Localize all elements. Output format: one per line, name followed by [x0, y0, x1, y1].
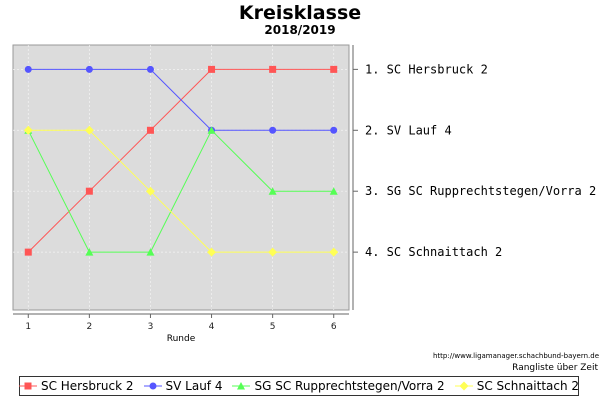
data-point [85, 248, 94, 256]
chart-legend: SC Hersbruck 2 SV Lauf 4 SG SC Rupprechtst… [18, 376, 580, 396]
data-point [146, 126, 154, 134]
legend-item: SC Schnaittach 2 [454, 379, 580, 393]
rank-label: 4. SC Schnaittach 2 [365, 245, 502, 259]
x-tick-label: 1 [25, 322, 31, 332]
data-point [146, 65, 154, 73]
data-point [268, 187, 277, 195]
rank-label: 1. SC Hersbruck 2 [365, 62, 488, 76]
legend-swatch-icon [18, 382, 37, 390]
data-point [84, 125, 94, 135]
data-point [207, 247, 217, 257]
data-point [24, 248, 32, 256]
legend-swatch-icon [232, 382, 251, 390]
data-point [23, 125, 33, 135]
x-tick-label: 3 [148, 322, 154, 332]
x-tick-label: 4 [209, 322, 215, 332]
chart-caption: Rangliste über Zeit [512, 363, 598, 373]
data-point [85, 187, 93, 195]
chart-subtitle: 2018/2019 [264, 23, 336, 37]
x-axis-label: Runde [167, 334, 196, 344]
legend-label: SC Hersbruck 2 [40, 379, 134, 393]
data-point [24, 65, 32, 73]
data-point [268, 247, 278, 257]
series-line [28, 68, 334, 131]
data-point [85, 65, 93, 73]
legend-swatch-icon [143, 382, 162, 390]
source-credit: http://www.ligamanager.schachbund-bayern… [432, 352, 599, 360]
data-point [208, 65, 216, 73]
data-point [269, 65, 277, 73]
plot-area [12, 44, 350, 311]
data-point [330, 65, 338, 73]
legend-label: SG SC Rupprechtstegen/Vorra 2 [254, 379, 445, 393]
legend-item: SC Hersbruck 2 [18, 379, 134, 393]
data-point [145, 186, 155, 196]
data-point [329, 187, 338, 195]
series-line [27, 129, 334, 253]
data-point [269, 126, 277, 134]
rank-label: 3. SG SC Rupprechtstegen/Vorra 2 [365, 184, 596, 198]
data-point [146, 248, 155, 256]
data-point [207, 126, 216, 134]
chart-title: Kreisklasse [238, 2, 362, 24]
legend-item: SG SC Rupprechtstegen/Vorra 2 [232, 379, 445, 393]
legend-label: SV Lauf 4 [165, 379, 223, 393]
legend-swatch-icon [454, 381, 473, 391]
data-point [329, 247, 339, 257]
x-tick-label: 5 [270, 322, 276, 332]
x-tick-label: 6 [331, 322, 337, 332]
legend-item: SV Lauf 4 [143, 379, 223, 393]
legend-label: SC Schnaittach 2 [476, 379, 580, 393]
series-line [28, 129, 334, 253]
data-point [330, 126, 338, 134]
x-tick-label: 2 [86, 322, 92, 332]
rank-label: 2. SV Lauf 4 [365, 123, 452, 137]
